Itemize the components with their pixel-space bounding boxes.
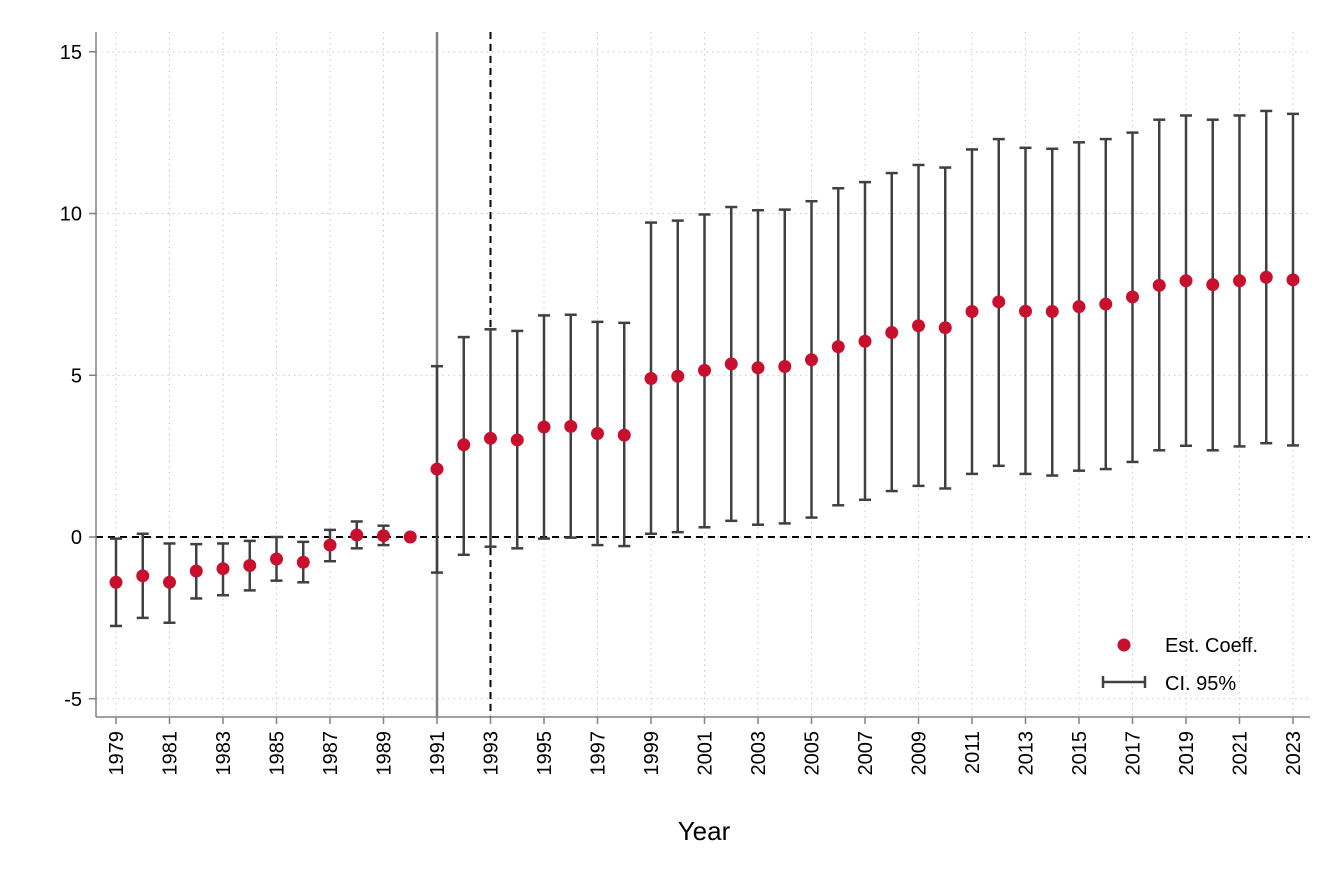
axes: -5 0 5 10 15 1979 1981 1983 1985 1987 1989 1991 1993… [60,32,1310,776]
x-tick-label: 2019 [1176,731,1198,776]
x-tick-label: 2011 [962,731,984,774]
coefficient-point [1206,278,1220,292]
coefficient-point [965,305,979,319]
coefficient-point [537,420,551,434]
coefficient-point [163,575,176,589]
x-tick-label: 2007 [855,731,877,776]
coefficient-point [216,562,230,576]
coefficient-point [885,326,899,340]
coefficient-point [1019,304,1032,318]
coefficient-point [510,433,524,447]
coefficient-point [805,353,818,367]
coefficient-point [912,319,925,333]
y-tick-label: -5 [64,689,82,711]
coefficient-point [698,363,711,377]
coefficient-point [1259,270,1273,284]
x-tick-label: 1993 [481,731,503,776]
coefficient-point [189,564,203,578]
x-tick-label: 2013 [1016,731,1038,776]
x-tick-label: 1979 [106,731,128,776]
x-tick-label: 2023 [1283,731,1305,776]
x-tick-label: 1985 [267,731,289,776]
x-tick-label: 2021 [1230,731,1252,776]
x-axis-title: Year [678,816,731,846]
y-tick-label: 5 [71,365,82,387]
x-tick-label: 2005 [802,731,824,776]
coefficient-point [992,295,1006,309]
legend-label-coeff: Est. Coeff. [1165,635,1258,657]
legend: Est. Coeff. CI. 95% [1101,635,1258,695]
coefficient-point [296,555,310,569]
x-tick-label: 1983 [213,731,235,776]
x-tick-label: 1989 [374,731,396,776]
x-tick-label: 2001 [695,731,717,776]
coefficient-point [778,360,792,374]
coefficient-point [751,361,765,375]
x-tick-label: 2017 [1123,731,1145,776]
x-tick-label: 1999 [641,731,663,776]
coefficient-point [350,528,364,542]
x-tick-label: 2003 [748,731,770,776]
coefficient-point [1126,290,1139,304]
coefficient-point [671,369,685,383]
coefficient-point [724,357,738,371]
coefficient-point [938,321,952,335]
coefficient-point [109,575,123,589]
coefficient-point [1233,274,1246,288]
legend-label-ci: CI. 95% [1165,673,1236,695]
coefficient-point [403,530,417,544]
coefficient-point [457,438,471,452]
coefficient-point [243,558,257,572]
coefficient-point [617,428,631,442]
coefficient-point [831,340,845,354]
coefficient-point [564,419,578,433]
coefficient-point [136,569,150,583]
x-tick-label: 1995 [534,731,556,776]
coefficient-point [1099,297,1113,311]
x-tick-label: 1981 [160,731,182,776]
coefficient-point [1045,305,1059,319]
coefficient-point [377,529,390,543]
y-tick-label: 10 [60,204,82,226]
y-tick-label: 15 [60,42,82,64]
coefficient-point [1072,300,1086,314]
coefficient-point [270,552,283,566]
coefficient-point [1179,274,1193,288]
legend-point-marker [1117,638,1131,652]
coefficient-point [591,426,604,440]
coefficient-point [1152,278,1166,292]
y-tick-label: 0 [71,527,82,549]
x-tick-label: 2009 [909,731,931,776]
coefficient-point [484,431,497,445]
x-tick-label: 1997 [588,731,610,776]
x-tick-label: 2015 [1069,731,1091,776]
x-tick-label: 1987 [320,731,342,776]
coefficient-point [323,538,337,552]
coefficient-point [644,371,658,385]
coefficient-point [1286,273,1300,287]
coefficient-points [109,270,1300,589]
coefficient-point [858,334,872,348]
coefficient-point [430,462,444,476]
x-tick-label: 1991 [427,731,449,776]
